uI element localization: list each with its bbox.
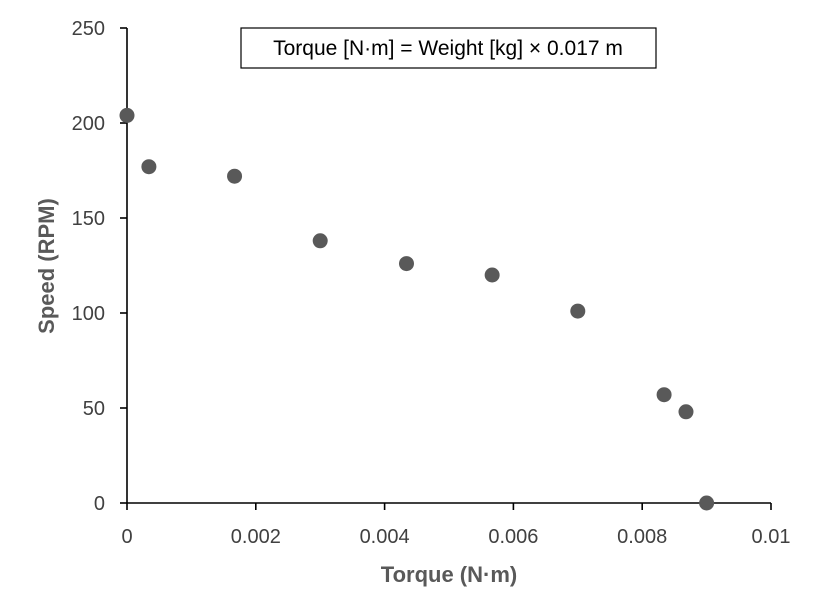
x-tick-label: 0.002 bbox=[231, 526, 281, 548]
data-point bbox=[398, 256, 414, 272]
x-tick-label: 0.004 bbox=[360, 526, 410, 548]
y-tick-label: 250 bbox=[72, 18, 105, 40]
data-point bbox=[570, 303, 586, 319]
x-tick-label: 0.008 bbox=[617, 526, 667, 548]
data-point bbox=[699, 495, 715, 511]
data-point bbox=[656, 387, 672, 403]
y-tick-label: 200 bbox=[72, 113, 105, 135]
y-tick-label: 50 bbox=[83, 398, 105, 420]
y-axis-title: Speed (RPM) bbox=[34, 198, 59, 334]
data-point bbox=[678, 404, 694, 420]
data-point bbox=[141, 159, 157, 175]
x-axis-title: Torque (N·m) bbox=[381, 562, 517, 587]
y-tick-label: 100 bbox=[72, 303, 105, 325]
data-points bbox=[119, 107, 715, 511]
tick-labels: 0 50 100 150 200 250 0 0.002 0.004 0.006 0.008 0.01 bbox=[72, 18, 791, 548]
data-point bbox=[312, 233, 328, 249]
x-tick-label: 0.006 bbox=[488, 526, 538, 548]
formula-annotation: Torque [N·m] = Weight [kg] × 0.017 m bbox=[240, 27, 657, 69]
formula-annotation-text: Torque [N·m] = Weight [kg] × 0.017 m bbox=[273, 37, 623, 60]
axes bbox=[126, 28, 771, 504]
data-point bbox=[227, 168, 243, 184]
y-tick-label: 150 bbox=[72, 208, 105, 230]
x-tick-label: 0.01 bbox=[752, 526, 791, 548]
data-point bbox=[484, 267, 500, 283]
formula-annotation-border bbox=[240, 27, 657, 69]
x-tick-label: 0 bbox=[121, 526, 132, 548]
ticks bbox=[120, 27, 772, 510]
data-point bbox=[119, 107, 135, 123]
y-tick-label: 0 bbox=[94, 493, 105, 515]
